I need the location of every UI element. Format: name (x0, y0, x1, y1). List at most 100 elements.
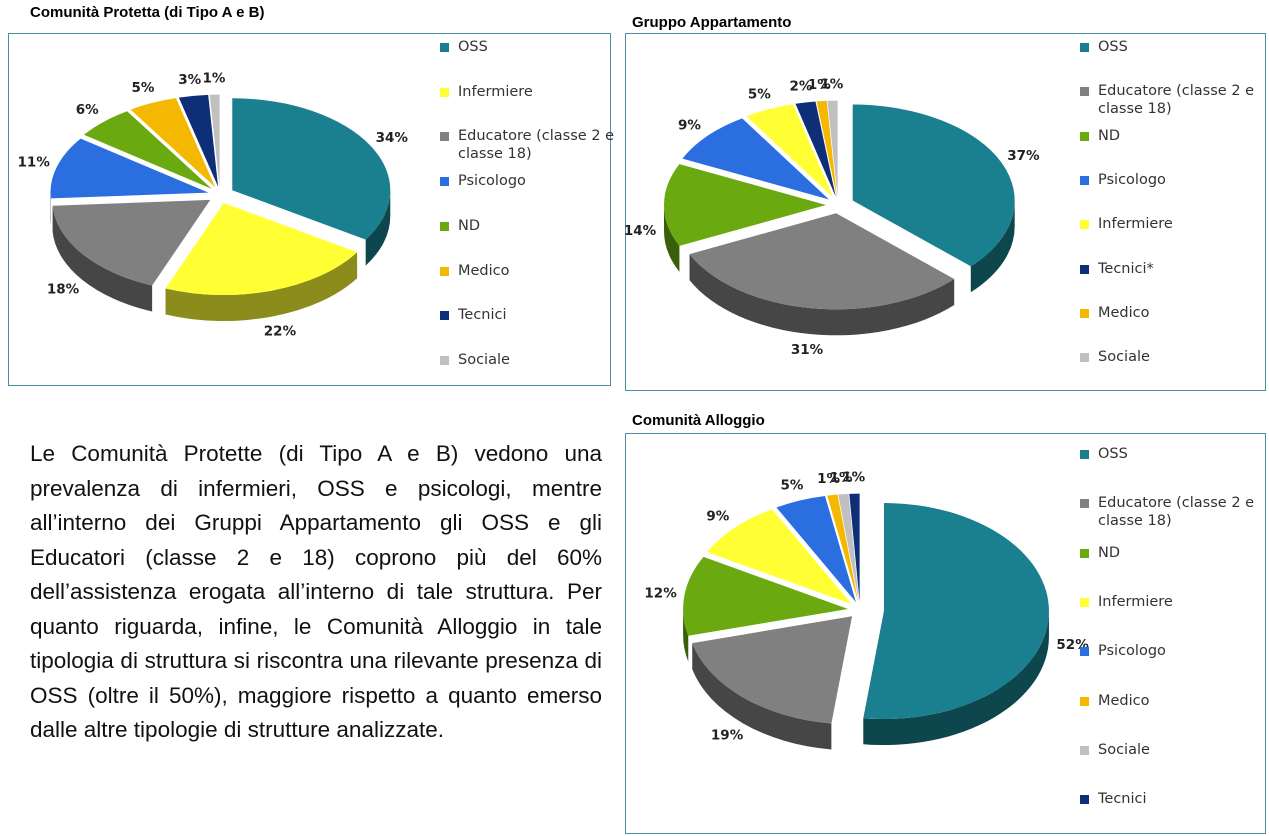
chart-frame (625, 33, 1266, 391)
legend-swatch (1080, 647, 1089, 657)
data-label: 5% (748, 87, 771, 103)
legend-item: Infermiere (1080, 593, 1269, 611)
pie-slice (689, 213, 955, 310)
legend-item: Medico (1080, 692, 1269, 710)
data-label: 18% (47, 281, 80, 297)
legend-label: Sociale (458, 351, 510, 368)
legend-item: ND (1080, 544, 1269, 562)
data-label: 9% (706, 508, 729, 524)
legend-label: OSS (1098, 39, 1128, 55)
legend-label: ND (1098, 127, 1121, 144)
legend-label: ND (1098, 544, 1121, 561)
legend-swatch (1080, 220, 1089, 230)
data-label: 5% (131, 80, 154, 96)
slice-side (970, 200, 1015, 293)
legend-item: ND (1080, 127, 1269, 145)
chart-frame (8, 33, 611, 386)
legend-label: Educatore (classe 2 e classe 18) (458, 128, 615, 163)
legend-swatch (440, 132, 449, 142)
legend-label: Infermiere (1098, 216, 1173, 233)
legend-swatch (440, 177, 449, 187)
legend-item: Sociale (1080, 348, 1269, 366)
legend-swatch (440, 266, 449, 276)
pie-slice (165, 202, 358, 295)
pie-slice (863, 503, 1049, 720)
pie-slice (816, 100, 837, 197)
pie-slice (664, 164, 826, 246)
data-label: 5% (780, 477, 803, 493)
body-text: Le Comunità Protette (di Tipo A e B) ved… (30, 441, 602, 742)
pie-slice (706, 509, 852, 605)
pie-slice (232, 98, 391, 240)
pie-slice (692, 616, 853, 724)
pie-slice (852, 104, 1015, 267)
legend-label: Tecnici (1098, 791, 1147, 808)
chart-title: Comunità Protetta (di Tipo A e B) (30, 4, 265, 21)
data-label: 1% (820, 77, 843, 93)
legend-item: OSS (1080, 445, 1269, 463)
legend-label: Psicologo (1098, 171, 1166, 188)
slice-side (52, 205, 153, 312)
legend-swatch (1080, 43, 1089, 52)
legend-label: Infermiere (458, 83, 533, 100)
legend-item: Medico (440, 262, 633, 280)
legend-swatch (1080, 87, 1089, 97)
pie-slice (209, 94, 220, 187)
legend-swatch (1080, 795, 1089, 805)
pie-slice (50, 138, 209, 199)
legend-label: Psicologo (1098, 643, 1166, 660)
pie-slice (849, 493, 860, 602)
legend-label: OSS (458, 39, 488, 55)
legend-label: Medico (1098, 304, 1150, 321)
pie-slice (52, 199, 211, 286)
data-label: 19% (711, 727, 744, 743)
pie-slice (827, 494, 859, 602)
pie-slice (795, 101, 836, 197)
legend-item: OSS (1080, 38, 1269, 56)
legend-label: Tecnici (458, 307, 507, 324)
data-label: 34% (376, 130, 409, 146)
data-label: 3% (178, 72, 201, 88)
slice-side (689, 254, 955, 336)
data-label: 9% (678, 117, 701, 133)
legend-label: Medico (1098, 692, 1150, 709)
legend-label: Psicologo (458, 173, 526, 190)
legend-swatch (1080, 175, 1089, 185)
legend-item: Infermiere (1080, 215, 1269, 233)
data-label: 1% (842, 470, 865, 486)
legend-item: ND (440, 217, 633, 235)
slice-side (683, 608, 689, 662)
legend-swatch (1080, 353, 1089, 363)
legend-swatch (440, 43, 449, 52)
legend-label: Educatore (classe 2 e classe 18) (1098, 83, 1255, 118)
legend-label: Sociale (1098, 741, 1150, 758)
chart-title: Gruppo Appartamento (632, 14, 792, 31)
data-label: 12% (644, 585, 677, 601)
chart-title: Comunità Alloggio (632, 412, 765, 429)
legend-item: Sociale (440, 351, 633, 369)
slice-side (664, 205, 680, 272)
legend-swatch (1080, 597, 1089, 607)
pie-slice (682, 118, 829, 200)
pie-slice (83, 111, 212, 189)
legend-label: Sociale (1098, 349, 1150, 366)
slice-side (692, 643, 832, 750)
data-label: 11% (18, 155, 51, 171)
slice-side (365, 190, 391, 266)
legend-swatch (1080, 499, 1089, 509)
legend-swatch (1080, 308, 1089, 318)
data-label: 1% (202, 71, 225, 87)
data-label: 1% (830, 470, 853, 486)
legend-swatch (1080, 548, 1089, 558)
data-label: 31% (791, 342, 824, 358)
legend-item: Educatore (classe 2 e classe 18) (440, 127, 633, 163)
data-label: 14% (624, 223, 657, 239)
legend-item: Tecnici (1080, 790, 1269, 808)
legend-label: Tecnici* (1098, 260, 1154, 277)
legend-item: Psicologo (1080, 171, 1269, 189)
legend-swatch (1080, 696, 1089, 706)
chart-frame (625, 433, 1266, 834)
legend-label: Infermiere (1098, 593, 1173, 610)
legend-swatch (440, 221, 449, 231)
